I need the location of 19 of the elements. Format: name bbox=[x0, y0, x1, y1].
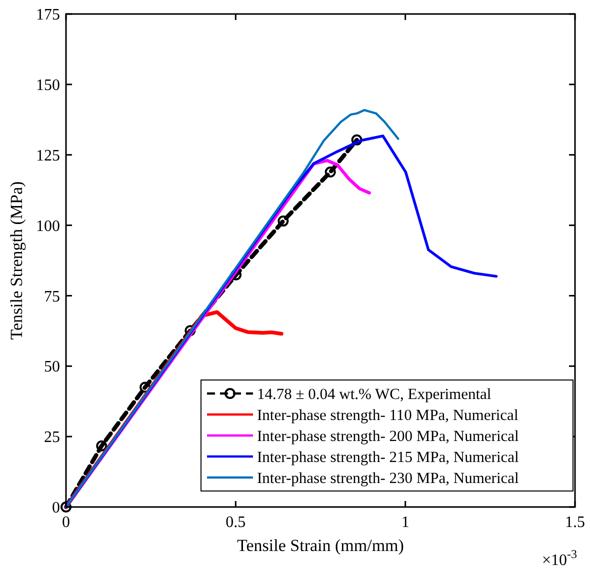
x-axis-title: Tensile Strain (mm/mm) bbox=[237, 536, 404, 555]
x-tick-label: 1.5 bbox=[565, 514, 585, 531]
x-tick-label: 0.5 bbox=[226, 514, 246, 531]
y-tick-label: 50 bbox=[44, 358, 60, 376]
x-tick-label: 1 bbox=[401, 514, 410, 531]
y-tick-label: 0 bbox=[52, 500, 60, 517]
y-tick-label: 100 bbox=[36, 218, 60, 235]
y-tick-label: 150 bbox=[36, 77, 60, 94]
y-tick-label: 125 bbox=[36, 147, 60, 164]
text: ×10$^{-3}$ bbox=[542, 547, 577, 569]
legend-label: 14.78 ± 0.04 wt.% WC, Experimental bbox=[257, 386, 492, 403]
legend-label: Inter-phase strength- 215 MPa, Numerical bbox=[257, 448, 519, 466]
y-tick-label: 175 bbox=[36, 6, 60, 24]
legend-label: Inter-phase strength- 200 MPa, Numerical bbox=[257, 428, 519, 445]
y-axis-title: Tensile Strength (MPa) bbox=[7, 181, 26, 340]
legend-label: Inter-phase strength- 230 MPa, Numerical bbox=[257, 470, 519, 487]
y-tick-label: 75 bbox=[44, 288, 60, 306]
y-tick-label: 25 bbox=[44, 429, 60, 446]
legend-label: Inter-phase strength- 110 MPa, Numerical bbox=[257, 406, 518, 424]
